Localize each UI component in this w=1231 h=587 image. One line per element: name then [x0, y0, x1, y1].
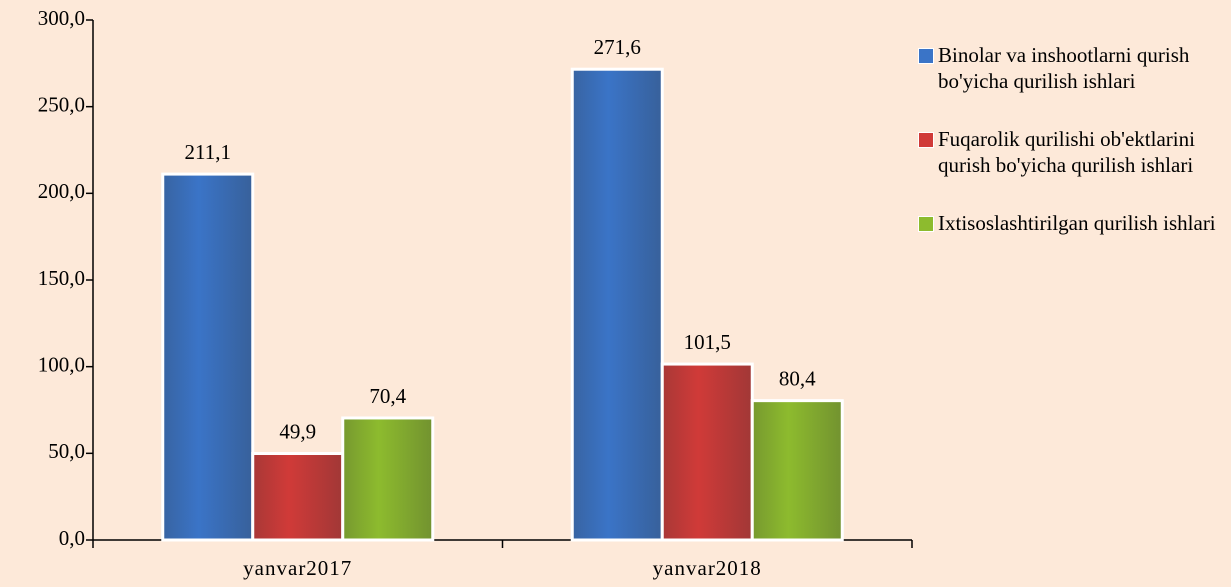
- legend: Binolar va inshootlarni qurish bo'yicha …: [918, 42, 1228, 268]
- y-tick-label: 200,0: [38, 179, 85, 203]
- legend-swatch: [918, 132, 934, 148]
- legend-label: Fuqarolik qurilishi ob'ektlarini qurish …: [938, 127, 1195, 177]
- legend-item: Ixtisoslashtirilgan qurilish ishlari: [918, 210, 1228, 236]
- legend-swatch: [918, 48, 934, 64]
- legend-label: Binolar va inshootlarni qurish bo'yicha …: [938, 43, 1190, 93]
- value-label: 80,4: [779, 366, 816, 390]
- legend-label: Ixtisoslashtirilgan qurilish ishlari: [938, 211, 1216, 235]
- bar: [161, 172, 255, 542]
- bar: [570, 67, 664, 542]
- y-tick-label: 250,0: [38, 92, 85, 116]
- value-label: 70,4: [369, 384, 406, 408]
- x-tick-label: yanvar2018: [653, 556, 762, 580]
- y-tick-label: 0,0: [59, 526, 85, 550]
- bar: [750, 399, 844, 542]
- y-tick-label: 50,0: [48, 439, 85, 463]
- legend-item: Fuqarolik qurilishi ob'ektlarini qurish …: [918, 126, 1228, 178]
- y-tick-label: 300,0: [38, 6, 85, 30]
- value-label: 101,5: [684, 330, 731, 354]
- bar: [341, 416, 435, 542]
- legend-swatch: [918, 216, 934, 232]
- value-label: 49,9: [279, 419, 316, 443]
- x-tick-label: yanvar2017: [243, 556, 352, 580]
- y-tick-label: 150,0: [38, 266, 85, 290]
- value-label: 211,1: [185, 140, 231, 164]
- value-label: 271,6: [594, 35, 641, 59]
- legend-item: Binolar va inshootlarni qurish bo'yicha …: [918, 42, 1228, 94]
- y-tick-label: 100,0: [38, 352, 85, 376]
- bar: [660, 362, 754, 542]
- bar: [251, 452, 345, 542]
